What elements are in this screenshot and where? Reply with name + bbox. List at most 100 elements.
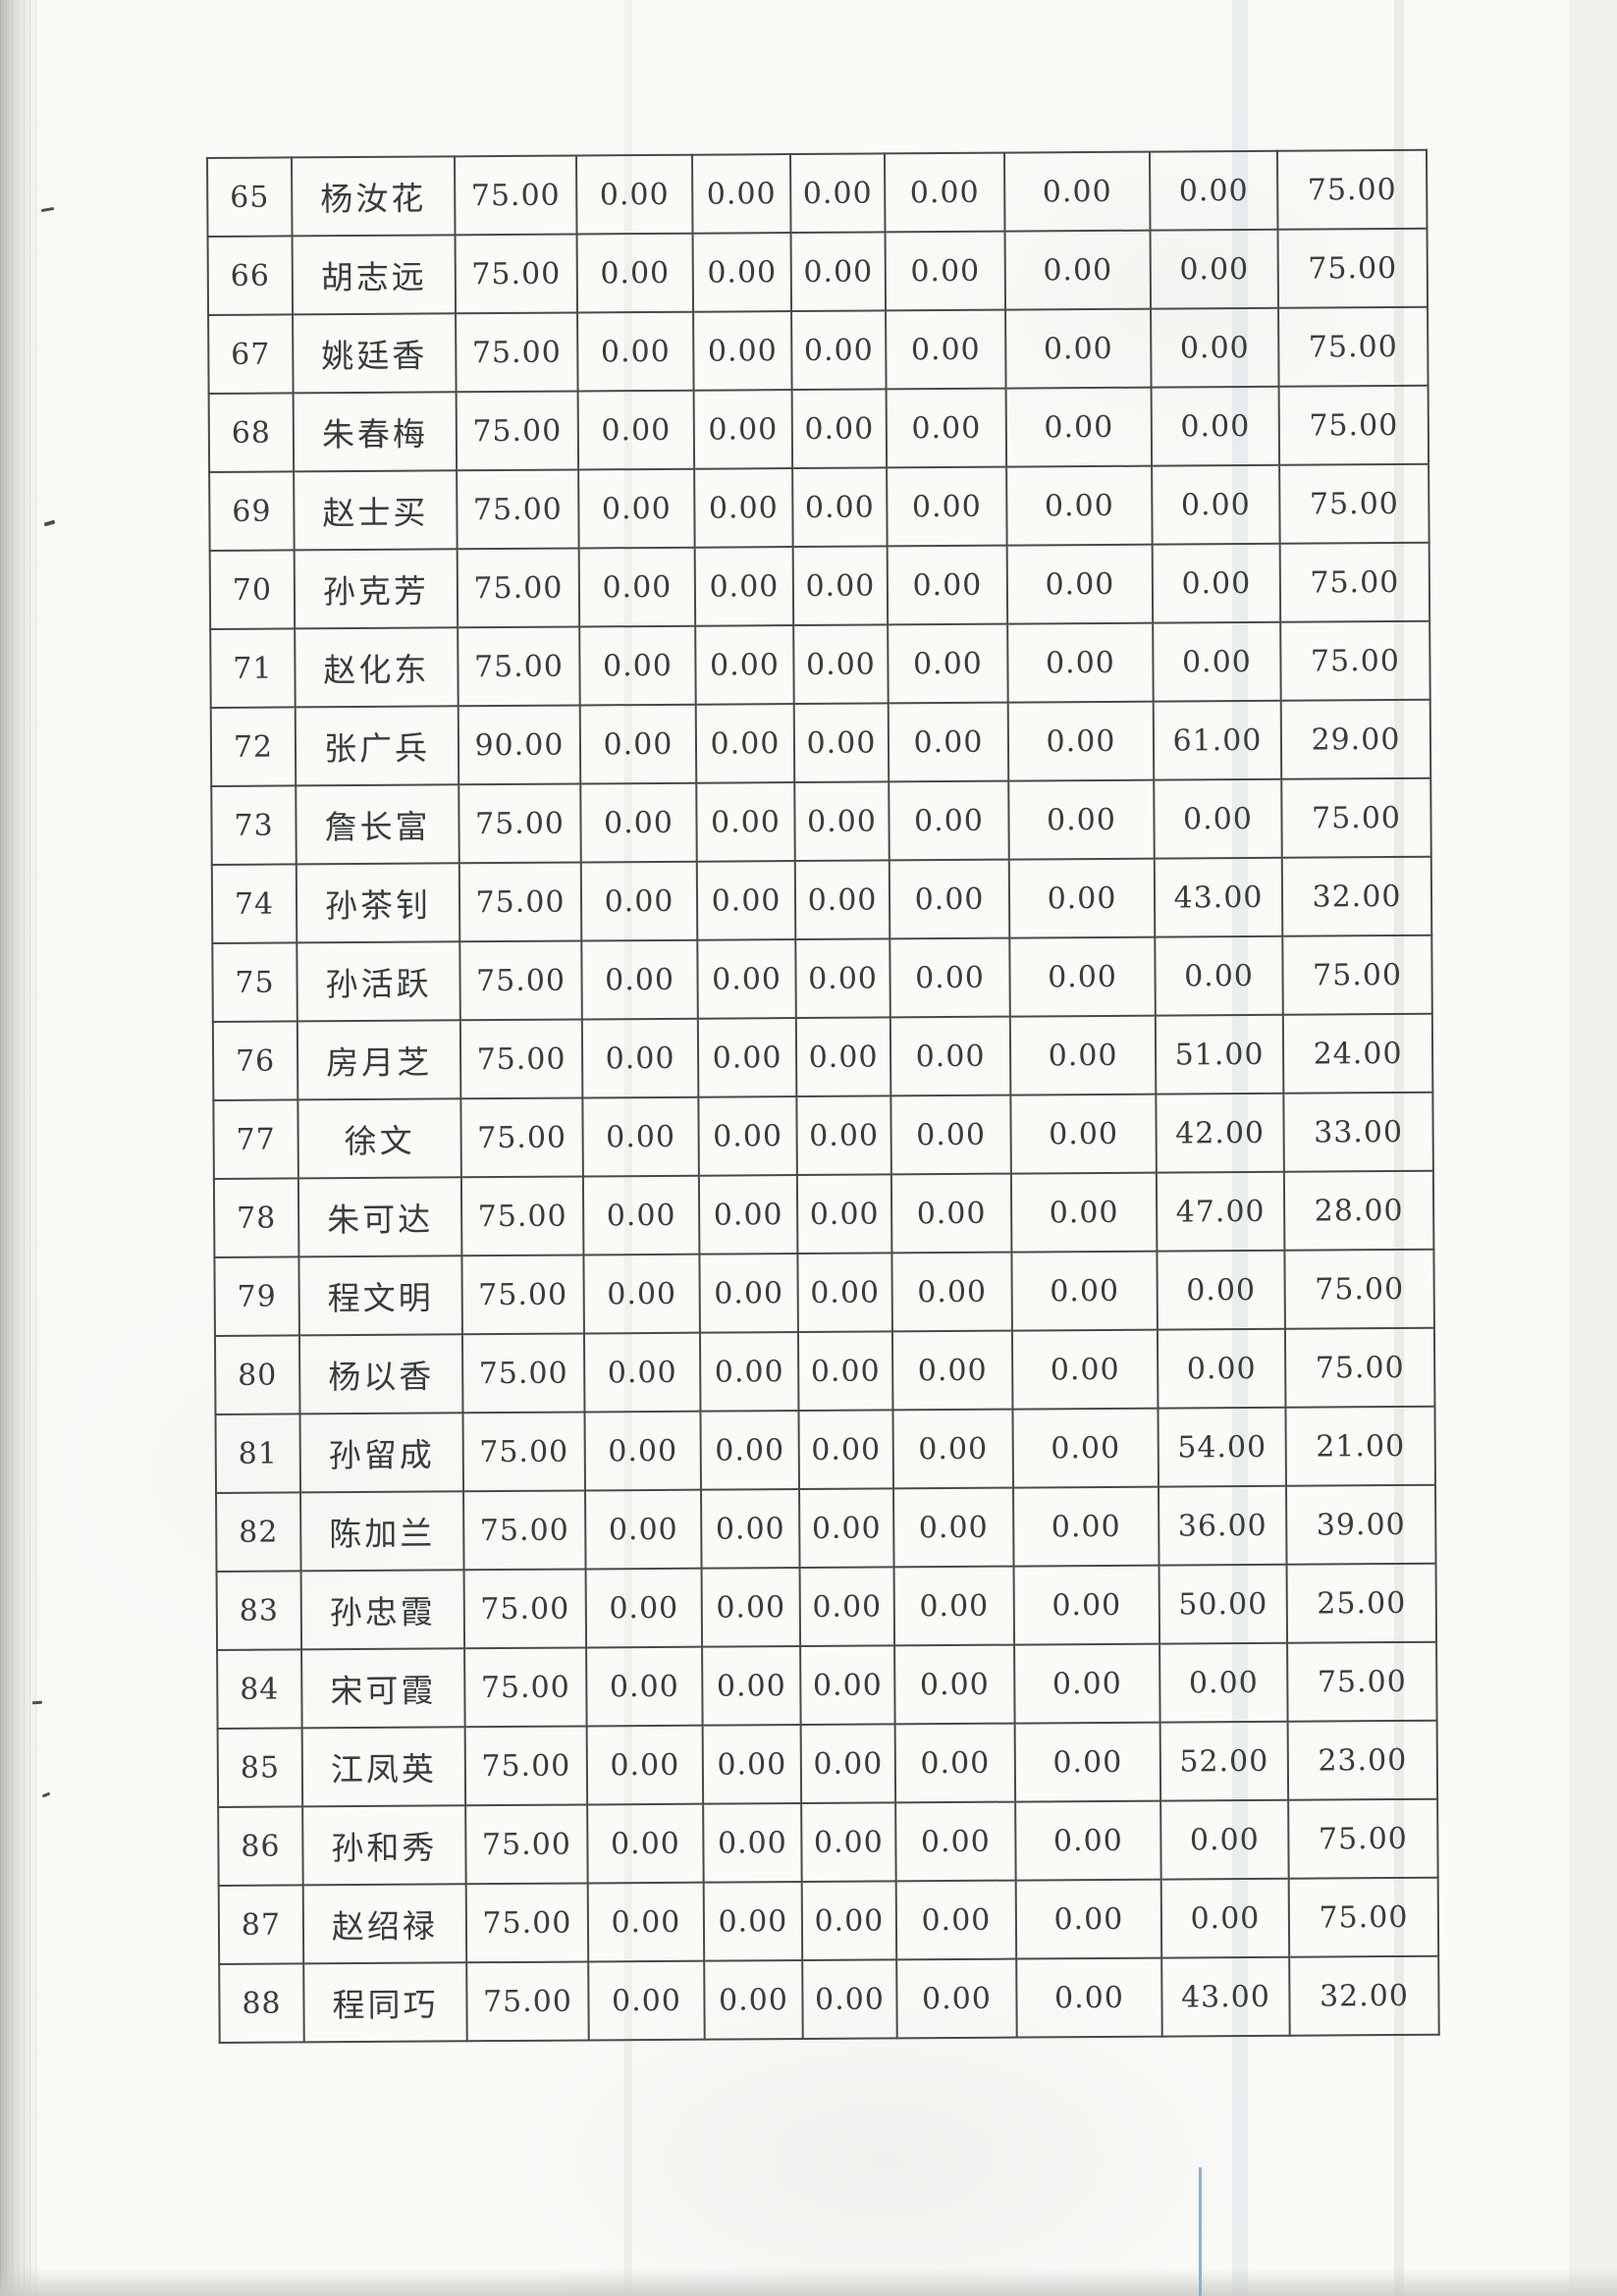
value-cell: 75.00: [455, 155, 577, 236]
value-cell: 0.00: [799, 1488, 894, 1569]
value-cell: 0.00: [1007, 622, 1154, 703]
value-cell: 0.00: [791, 310, 887, 391]
value-cell: 75.00: [1288, 1877, 1439, 1957]
value-cell: 24.00: [1282, 1013, 1433, 1094]
table-row: 86 孙和秀 75.00 0.00 0.00 0.00 0.00 0.00 0.00 75.00: [218, 1798, 1438, 1886]
value-cell: 0.00: [888, 623, 1008, 704]
table-row: 81 孙留成 75.00 0.00 0.00 0.00 0.00 0.00 54.00 21.00: [215, 1406, 1435, 1493]
value-cell: 0.00: [1010, 1094, 1157, 1174]
name-cell: 赵士买: [294, 470, 458, 551]
table-row: 80 杨以香 75.00 0.00 0.00 0.00 0.00 0.00 0.00 75.00: [214, 1327, 1435, 1415]
table-row: 87 赵绍禄 75.00 0.00 0.00 0.00 0.00 0.00 0.00 75.00: [218, 1877, 1439, 1964]
value-cell: 0.00: [1150, 229, 1279, 309]
value-cell: 0.00: [702, 1646, 801, 1726]
value-cell: 0.00: [896, 1958, 1017, 2039]
value-cell: 75.00: [465, 1804, 588, 1885]
value-cell: 75.00: [1282, 934, 1432, 1015]
value-cell: 0.00: [1152, 464, 1280, 545]
table-row: 67 姚廷香 75.00 0.00 0.00 0.00 0.00 0.00 0.00 75.00: [208, 306, 1428, 394]
value-cell: 0.00: [792, 467, 888, 548]
name-cell: 孙茶钊: [296, 863, 460, 943]
value-cell: 0.00: [1157, 1328, 1286, 1409]
value-cell: 75.00: [464, 1726, 588, 1806]
value-cell: 0.00: [579, 704, 697, 784]
value-cell: 0.00: [581, 939, 698, 1020]
table-row: 84 宋可霞 75.00 0.00 0.00 0.00 0.00 0.00 0.00 75.00: [217, 1641, 1437, 1729]
value-cell: 0.00: [793, 703, 889, 783]
value-cell: 0.00: [1008, 779, 1155, 860]
value-cell: 32.00: [1281, 856, 1432, 936]
seq-cell: 87: [218, 1885, 304, 1964]
value-cell: 0.00: [1014, 1722, 1161, 1802]
name-cell: 赵化东: [295, 627, 458, 708]
table-row: 70 孙克芳 75.00 0.00 0.00 0.00 0.00 0.00 0.00 75.00: [209, 542, 1430, 629]
value-cell: 0.00: [1013, 1486, 1159, 1567]
value-cell: 0.00: [889, 1016, 1011, 1096]
value-cell: 0.00: [888, 702, 1009, 782]
value-cell: 0.00: [585, 1568, 703, 1648]
value-cell: 0.00: [586, 1725, 704, 1805]
value-cell: 75.00: [1279, 542, 1430, 622]
value-cell: 0.00: [580, 861, 698, 941]
value-cell: 0.00: [585, 1489, 702, 1570]
value-cell: 75.00: [464, 1647, 587, 1728]
value-cell: 0.00: [893, 1566, 1015, 1646]
value-cell: 0.00: [1004, 230, 1152, 310]
value-cell: 33.00: [1283, 1092, 1433, 1172]
value-cell: 0.00: [893, 1487, 1014, 1568]
value-cell: 0.00: [891, 1330, 1013, 1411]
value-cell: 75.00: [463, 1569, 587, 1649]
value-cell: 0.00: [1006, 544, 1154, 624]
value-cell: 0.00: [797, 1253, 892, 1333]
value-cell: 36.00: [1159, 1485, 1287, 1566]
seq-cell: 82: [216, 1492, 301, 1572]
value-cell: 0.00: [1005, 308, 1152, 389]
table-row: 85 江凤英 75.00 0.00 0.00 0.00 0.00 0.00 52.00 23.00: [217, 1720, 1438, 1807]
name-cell: 孙活跃: [296, 941, 460, 1022]
value-cell: 0.00: [578, 468, 695, 549]
name-cell: 赵绍禄: [302, 1884, 467, 1964]
value-cell: 0.00: [1160, 1799, 1289, 1880]
value-cell: 0.00: [889, 780, 1009, 861]
seq-cell: 80: [214, 1335, 300, 1415]
value-cell: 0.00: [890, 1173, 1012, 1254]
stray-mark: [43, 519, 56, 527]
name-cell: 房月芝: [296, 1020, 461, 1100]
value-cell: 0.00: [584, 1411, 702, 1491]
value-cell: 0.00: [580, 782, 697, 863]
value-cell: 75.00: [457, 469, 579, 550]
value-cell: 0.00: [1013, 1565, 1160, 1645]
value-cell: 0.00: [1151, 386, 1280, 466]
table-row: 74 孙茶钊 75.00 0.00 0.00 0.00 0.00 0.00 43.00 32.00: [211, 856, 1432, 943]
value-cell: 0.00: [695, 704, 795, 783]
value-cell: 0.00: [699, 1332, 799, 1412]
value-cell: 0.00: [587, 1803, 704, 1884]
value-cell: 75.00: [459, 940, 582, 1021]
value-cell: 0.00: [1016, 1957, 1162, 2038]
seq-cell: 65: [207, 157, 293, 237]
value-cell: 25.00: [1286, 1563, 1437, 1643]
value-cell: 0.00: [1015, 1879, 1162, 1959]
value-cell: 0.00: [889, 937, 1010, 1018]
value-cell: 0.00: [587, 1882, 705, 1962]
value-cell: 0.00: [793, 624, 889, 705]
value-cell: 75.00: [456, 312, 578, 393]
value-cell: 0.00: [692, 233, 792, 312]
value-cell: 43.00: [1161, 1956, 1290, 2037]
seq-cell: 67: [208, 314, 294, 394]
seq-cell: 81: [215, 1414, 301, 1493]
value-cell: 0.00: [703, 1803, 802, 1883]
value-cell: 0.00: [797, 1331, 893, 1412]
name-cell: 程文明: [298, 1255, 462, 1336]
value-cell: 0.00: [703, 1882, 803, 1961]
value-cell: 75.00: [458, 862, 582, 942]
scan-streak: [1394, 0, 1404, 2296]
value-cell: 0.00: [696, 861, 796, 940]
table-row: 68 朱春梅 75.00 0.00 0.00 0.00 0.00 0.00 0.00 75.00: [208, 385, 1429, 472]
name-cell: 江凤英: [301, 1727, 466, 1807]
value-cell: 0.00: [884, 152, 1005, 233]
value-cell: 75.00: [456, 391, 579, 471]
value-cell: 0.00: [1014, 1643, 1160, 1724]
value-cell: 52.00: [1159, 1721, 1289, 1801]
value-cell: 0.00: [1159, 1642, 1288, 1723]
